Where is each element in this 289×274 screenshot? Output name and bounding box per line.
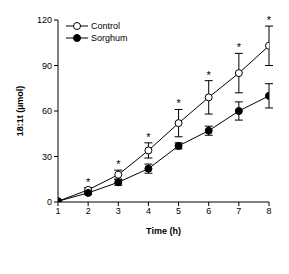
html-text:Control: Control [91, 21, 120, 31]
svg-text:2: 2 [86, 206, 91, 216]
svg-text:*: * [86, 176, 91, 188]
svg-text:8: 8 [266, 206, 271, 216]
svg-text:6: 6 [206, 206, 211, 216]
svg-text:18:1t (µmol): 18:1t (µmol) [15, 86, 25, 137]
svg-text:*: * [176, 97, 181, 109]
svg-text:*: * [116, 158, 121, 170]
svg-text:1: 1 [55, 206, 60, 216]
svg-text:*: * [267, 14, 272, 26]
svg-text:*: * [237, 41, 242, 53]
svg-text:4: 4 [146, 206, 151, 216]
svg-text:Time (h): Time (h) [146, 226, 181, 236]
svg-text:*: * [146, 131, 151, 143]
html-text:Sorghum: Sorghum [91, 33, 128, 43]
svg-text:*: * [207, 69, 212, 81]
svg-text:5: 5 [176, 206, 181, 216]
svg-text:7: 7 [236, 206, 241, 216]
svg-text:0: 0 [47, 197, 52, 207]
svg-text:120: 120 [37, 15, 52, 25]
svg-text:30: 30 [42, 152, 52, 162]
svg-text:60: 60 [42, 106, 52, 116]
svg-text:90: 90 [42, 61, 52, 71]
svg-text:3: 3 [116, 206, 121, 216]
